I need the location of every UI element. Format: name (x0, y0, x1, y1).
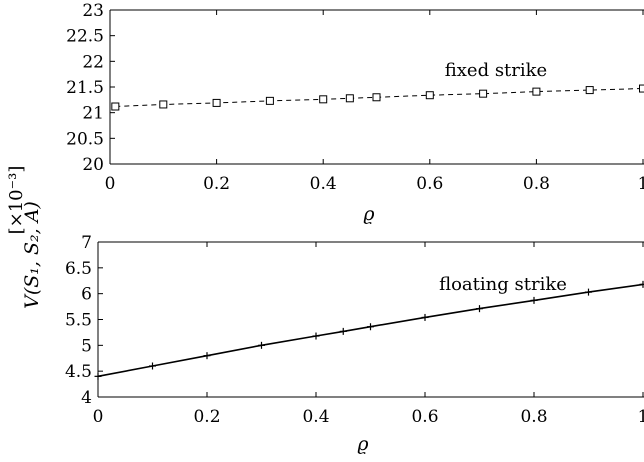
y-tick-label: 21.5 (66, 78, 104, 98)
x-tick-label: 0.2 (193, 407, 220, 427)
x-tick-label: 1 (638, 174, 644, 194)
x-tick-label: 0.8 (523, 174, 550, 194)
data-point (265, 96, 274, 105)
y-tick-label: 6 (81, 285, 92, 305)
data-point (639, 280, 644, 288)
data-point (367, 323, 374, 331)
data-point (212, 98, 221, 107)
series-line (97, 283, 644, 378)
data-point (339, 327, 347, 335)
y-tick-label: 22.5 (66, 27, 104, 47)
data-point (319, 95, 328, 104)
y-tick-label: 6.5 (65, 259, 92, 279)
data-point (258, 341, 265, 349)
y-tick-label: 22 (82, 52, 104, 72)
y-tick-label: 21 (82, 104, 104, 124)
x-tick-label: 0.8 (520, 407, 547, 427)
data-point (479, 89, 488, 98)
y-tick-label: 5.5 (65, 311, 92, 331)
y-tick-label: 23 (82, 1, 104, 21)
data-point (476, 305, 483, 313)
x-tick-label: 1 (638, 407, 644, 427)
data-point (585, 288, 592, 296)
y-tick-label: 20 (82, 155, 104, 175)
y-tick-label: 4.5 (65, 362, 92, 382)
unit-label: [×10⁻³] (6, 166, 27, 235)
x-tick-label: 0.4 (310, 174, 337, 194)
x-tick-label: 0.4 (302, 407, 329, 427)
data-point (149, 362, 156, 370)
y-tick-label: 4 (81, 388, 92, 408)
x-axis-label: ϱ (363, 203, 375, 225)
data-point (532, 87, 541, 96)
data-point (203, 352, 211, 360)
y-tick-label: 7 (81, 233, 92, 253)
y-tick-label: 20.5 (66, 129, 104, 149)
data-point (94, 372, 102, 380)
data-point (111, 102, 120, 111)
series-annotation: floating strike (439, 274, 567, 295)
data-point (425, 91, 434, 100)
data-point (345, 94, 354, 103)
data-point (312, 332, 320, 340)
data-point (639, 84, 644, 93)
data-point (159, 100, 168, 109)
x-axis-label: ϱ (357, 433, 369, 455)
data-point (530, 296, 538, 304)
shared-y-axis-label: V(S₁, S₂, A) (21, 201, 43, 309)
chart-panel-fixed-strike: 20 20.5 21 21.5 22 22.5 23 0 0.2 0.4 0.6 0.8 1 ϱ fixed… (66, 1, 644, 225)
x-tick-label: 0 (105, 174, 116, 194)
data-point (585, 86, 594, 95)
series-line (115, 88, 644, 107)
data-point (372, 93, 381, 102)
data-point (421, 313, 429, 321)
x-tick-label: 0 (93, 407, 104, 427)
x-tick-label: 0.6 (416, 174, 443, 194)
series-annotation: fixed strike (445, 60, 547, 81)
x-tick-label: 0.6 (411, 407, 438, 427)
y-tick-label: 5 (81, 336, 92, 356)
chart-panel-floating-strike: 4 4.5 5 5.5 6 6.5 7 0 0.2 0.4 0.6 0.8 1 ϱ floating str… (65, 233, 644, 455)
x-tick-label: 0.2 (203, 174, 230, 194)
